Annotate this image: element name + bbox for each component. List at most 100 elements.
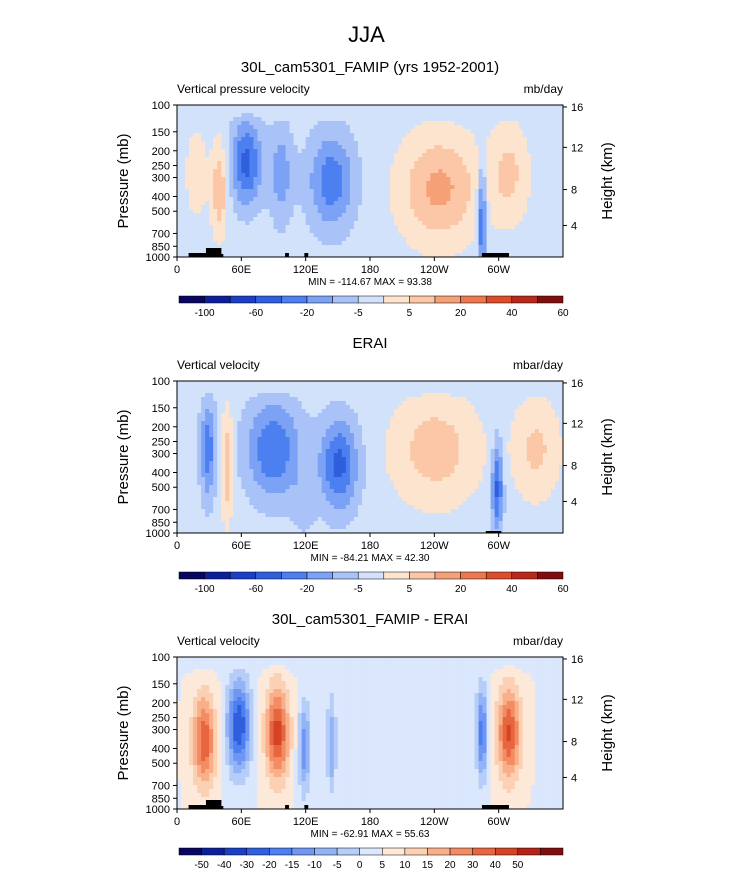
heatmap-cell xyxy=(241,249,246,254)
heatmap-cell xyxy=(490,205,496,210)
heatmap-cell xyxy=(309,137,315,142)
heatmap-cell xyxy=(534,113,540,118)
heatmap-cell xyxy=(474,113,479,118)
heatmap-cell xyxy=(357,157,363,162)
heatmap-cell xyxy=(209,109,214,114)
heatmap-cell xyxy=(518,217,524,222)
heatmap-cell xyxy=(293,449,299,454)
heatmap-cell xyxy=(365,165,371,170)
heatmap-cell xyxy=(458,233,463,238)
heatmap-cell xyxy=(486,173,492,178)
heatmap-cell xyxy=(237,417,242,422)
heatmap-cell xyxy=(494,197,500,202)
heatmap-cell xyxy=(297,245,303,250)
heatmap-cell xyxy=(257,213,262,218)
heatmap-cell xyxy=(494,225,500,230)
heatmap-cell xyxy=(301,173,307,178)
heatmap-cell xyxy=(333,117,339,122)
heatmap-cell xyxy=(470,145,475,150)
heatmap-cell xyxy=(237,389,242,394)
heatmap-cell xyxy=(201,165,206,170)
heatmap-cell xyxy=(510,137,516,142)
heatmap-cell xyxy=(490,173,496,178)
heatmap-cell xyxy=(514,161,520,166)
heatmap-cell xyxy=(486,169,492,174)
heatmap-cell xyxy=(229,485,234,490)
heatmap-cell xyxy=(285,137,290,142)
heatmap-cell xyxy=(498,149,504,154)
heatmap-cell xyxy=(382,237,387,242)
heatmap-cell xyxy=(293,133,299,138)
heatmap-cell xyxy=(426,141,431,146)
heatmap-cell xyxy=(349,201,355,206)
heatmap-cell xyxy=(361,157,367,162)
heatmap-cell xyxy=(233,497,238,502)
heatmap-cell xyxy=(217,185,222,190)
heatmap-cell xyxy=(233,209,238,214)
heatmap-cell xyxy=(293,461,299,466)
heatmap-cell xyxy=(221,509,226,514)
heatmap-cell xyxy=(261,225,266,230)
heatmap-cell xyxy=(289,217,294,222)
heatmap-cell xyxy=(458,153,463,158)
heatmap-cell xyxy=(422,209,427,214)
heatmap-cell xyxy=(301,253,307,258)
x-tick-label: 0 xyxy=(174,264,180,276)
heatmap-cell xyxy=(225,465,230,470)
heatmap-cell xyxy=(197,449,202,454)
heatmap-cell xyxy=(209,133,214,138)
heatmap-cell xyxy=(233,177,238,182)
heatmap-cell xyxy=(289,153,294,158)
heatmap-cell xyxy=(181,145,186,150)
heatmap-cell xyxy=(245,405,250,410)
heatmap-cell xyxy=(329,193,335,198)
heatmap-cell xyxy=(486,165,492,170)
heatmap-cell xyxy=(309,169,315,174)
heatmap-cell xyxy=(201,445,206,450)
heatmap-cell xyxy=(241,253,246,258)
heatmap-cell xyxy=(329,225,335,230)
heatmap-cell xyxy=(293,193,299,198)
heatmap-cell xyxy=(478,157,483,162)
heatmap-cell xyxy=(538,137,544,142)
heatmap-cell xyxy=(514,249,520,254)
heatmap-cell xyxy=(297,185,303,190)
heatmap-cell xyxy=(402,209,407,214)
heatmap-cell xyxy=(221,417,226,422)
heatmap-cell xyxy=(189,417,194,422)
heatmap-cell xyxy=(442,129,447,134)
heatmap-cell xyxy=(518,129,524,134)
heatmap-cell xyxy=(534,245,540,250)
heatmap-cell xyxy=(386,253,391,258)
heatmap-cell xyxy=(542,221,548,226)
heatmap-cell xyxy=(241,417,246,422)
heatmap-cell xyxy=(233,393,238,398)
heatmap-cell xyxy=(177,457,182,462)
heatmap-cell xyxy=(498,129,504,134)
heatmap-cell xyxy=(410,165,415,170)
heatmap-cell xyxy=(269,129,274,134)
heatmap-cell xyxy=(502,157,508,162)
heatmap-cell xyxy=(458,137,463,142)
heatmap-cell xyxy=(193,213,198,218)
heatmap-cell xyxy=(249,237,254,242)
heatmap-cell xyxy=(462,145,467,150)
heatmap-cell xyxy=(398,157,403,162)
heatmap-cell xyxy=(213,197,218,202)
heatmap-cell xyxy=(470,189,475,194)
heatmap-cell xyxy=(370,125,375,130)
heatmap-cell xyxy=(514,205,520,210)
heatmap-cell xyxy=(305,465,311,470)
heatmap-cell xyxy=(253,453,258,458)
heatmap-cell xyxy=(558,189,564,194)
heatmap-cell xyxy=(233,197,238,202)
heatmap-cell xyxy=(213,217,218,222)
heatmap-cell xyxy=(422,193,427,198)
heatmap-cell xyxy=(189,201,194,206)
heatmap-cell xyxy=(325,153,331,158)
heatmap-cell xyxy=(313,117,319,122)
heatmap-cell xyxy=(261,129,266,134)
heatmap-cell xyxy=(249,149,254,154)
heatmap-cell xyxy=(221,197,226,202)
heatmap-cell xyxy=(345,237,351,242)
